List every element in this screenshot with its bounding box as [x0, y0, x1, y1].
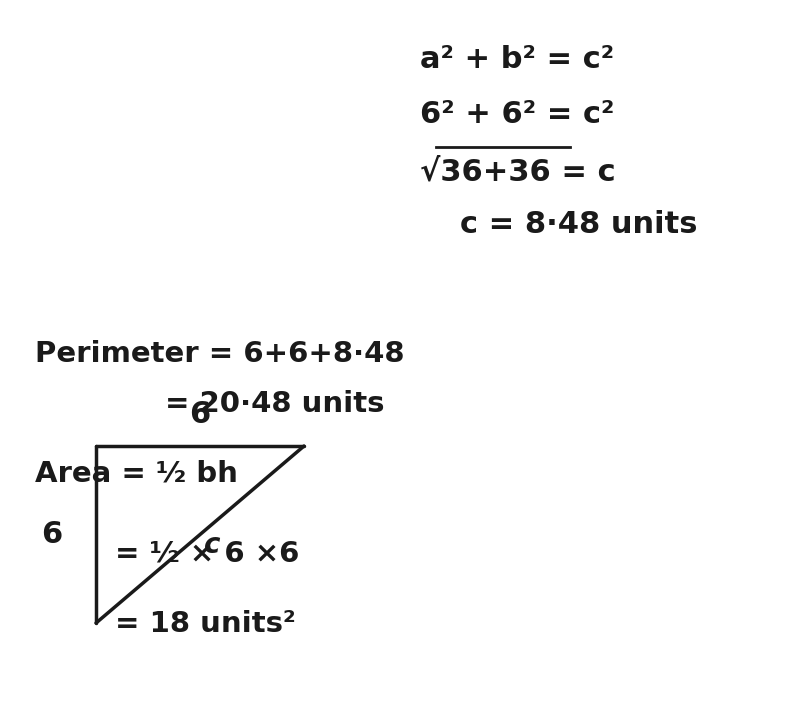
Text: c: c: [204, 531, 220, 559]
Text: c = 8·48 units: c = 8·48 units: [460, 210, 698, 239]
Text: √36+36 = c: √36+36 = c: [420, 158, 616, 187]
Text: 6: 6: [190, 400, 210, 428]
Text: a² + b² = c²: a² + b² = c²: [420, 45, 614, 74]
Text: = 20·48 units: = 20·48 units: [165, 390, 385, 418]
Text: Perimeter = 6+6+8·48: Perimeter = 6+6+8·48: [35, 340, 405, 368]
Text: = 18 units²: = 18 units²: [115, 610, 296, 638]
Text: 6² + 6² = c²: 6² + 6² = c²: [420, 100, 614, 129]
Text: 6: 6: [42, 520, 62, 549]
Text: Area = ½ bh: Area = ½ bh: [35, 460, 238, 488]
Text: = ½ × 6 ×6: = ½ × 6 ×6: [115, 540, 299, 568]
